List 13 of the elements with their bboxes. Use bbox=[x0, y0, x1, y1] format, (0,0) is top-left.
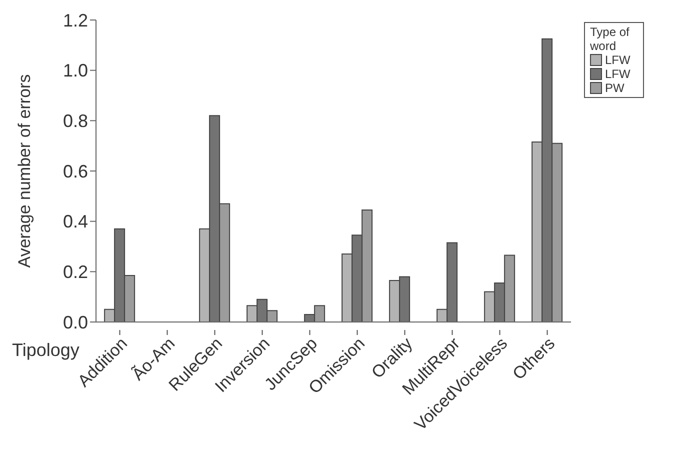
y-tick-label: 0.8 bbox=[62, 111, 88, 132]
legend-label: PW bbox=[605, 81, 624, 95]
y-tick-label: 1.0 bbox=[62, 60, 88, 81]
y-tick-label: 1.2 bbox=[62, 10, 88, 30]
y-tick-label: 0.4 bbox=[62, 212, 88, 232]
y-axis-title: Average number of errors bbox=[15, 74, 34, 268]
legend-title: Type of word bbox=[590, 25, 630, 53]
y-tick-label: 0.6 bbox=[62, 161, 88, 182]
y-tick-label: 0.2 bbox=[62, 262, 88, 282]
legend-label: LFW bbox=[605, 53, 630, 67]
legend-label: LFW bbox=[605, 67, 630, 81]
y-tick-label: 0.0 bbox=[62, 312, 88, 332]
x-axis-title: Tipology bbox=[12, 340, 80, 361]
